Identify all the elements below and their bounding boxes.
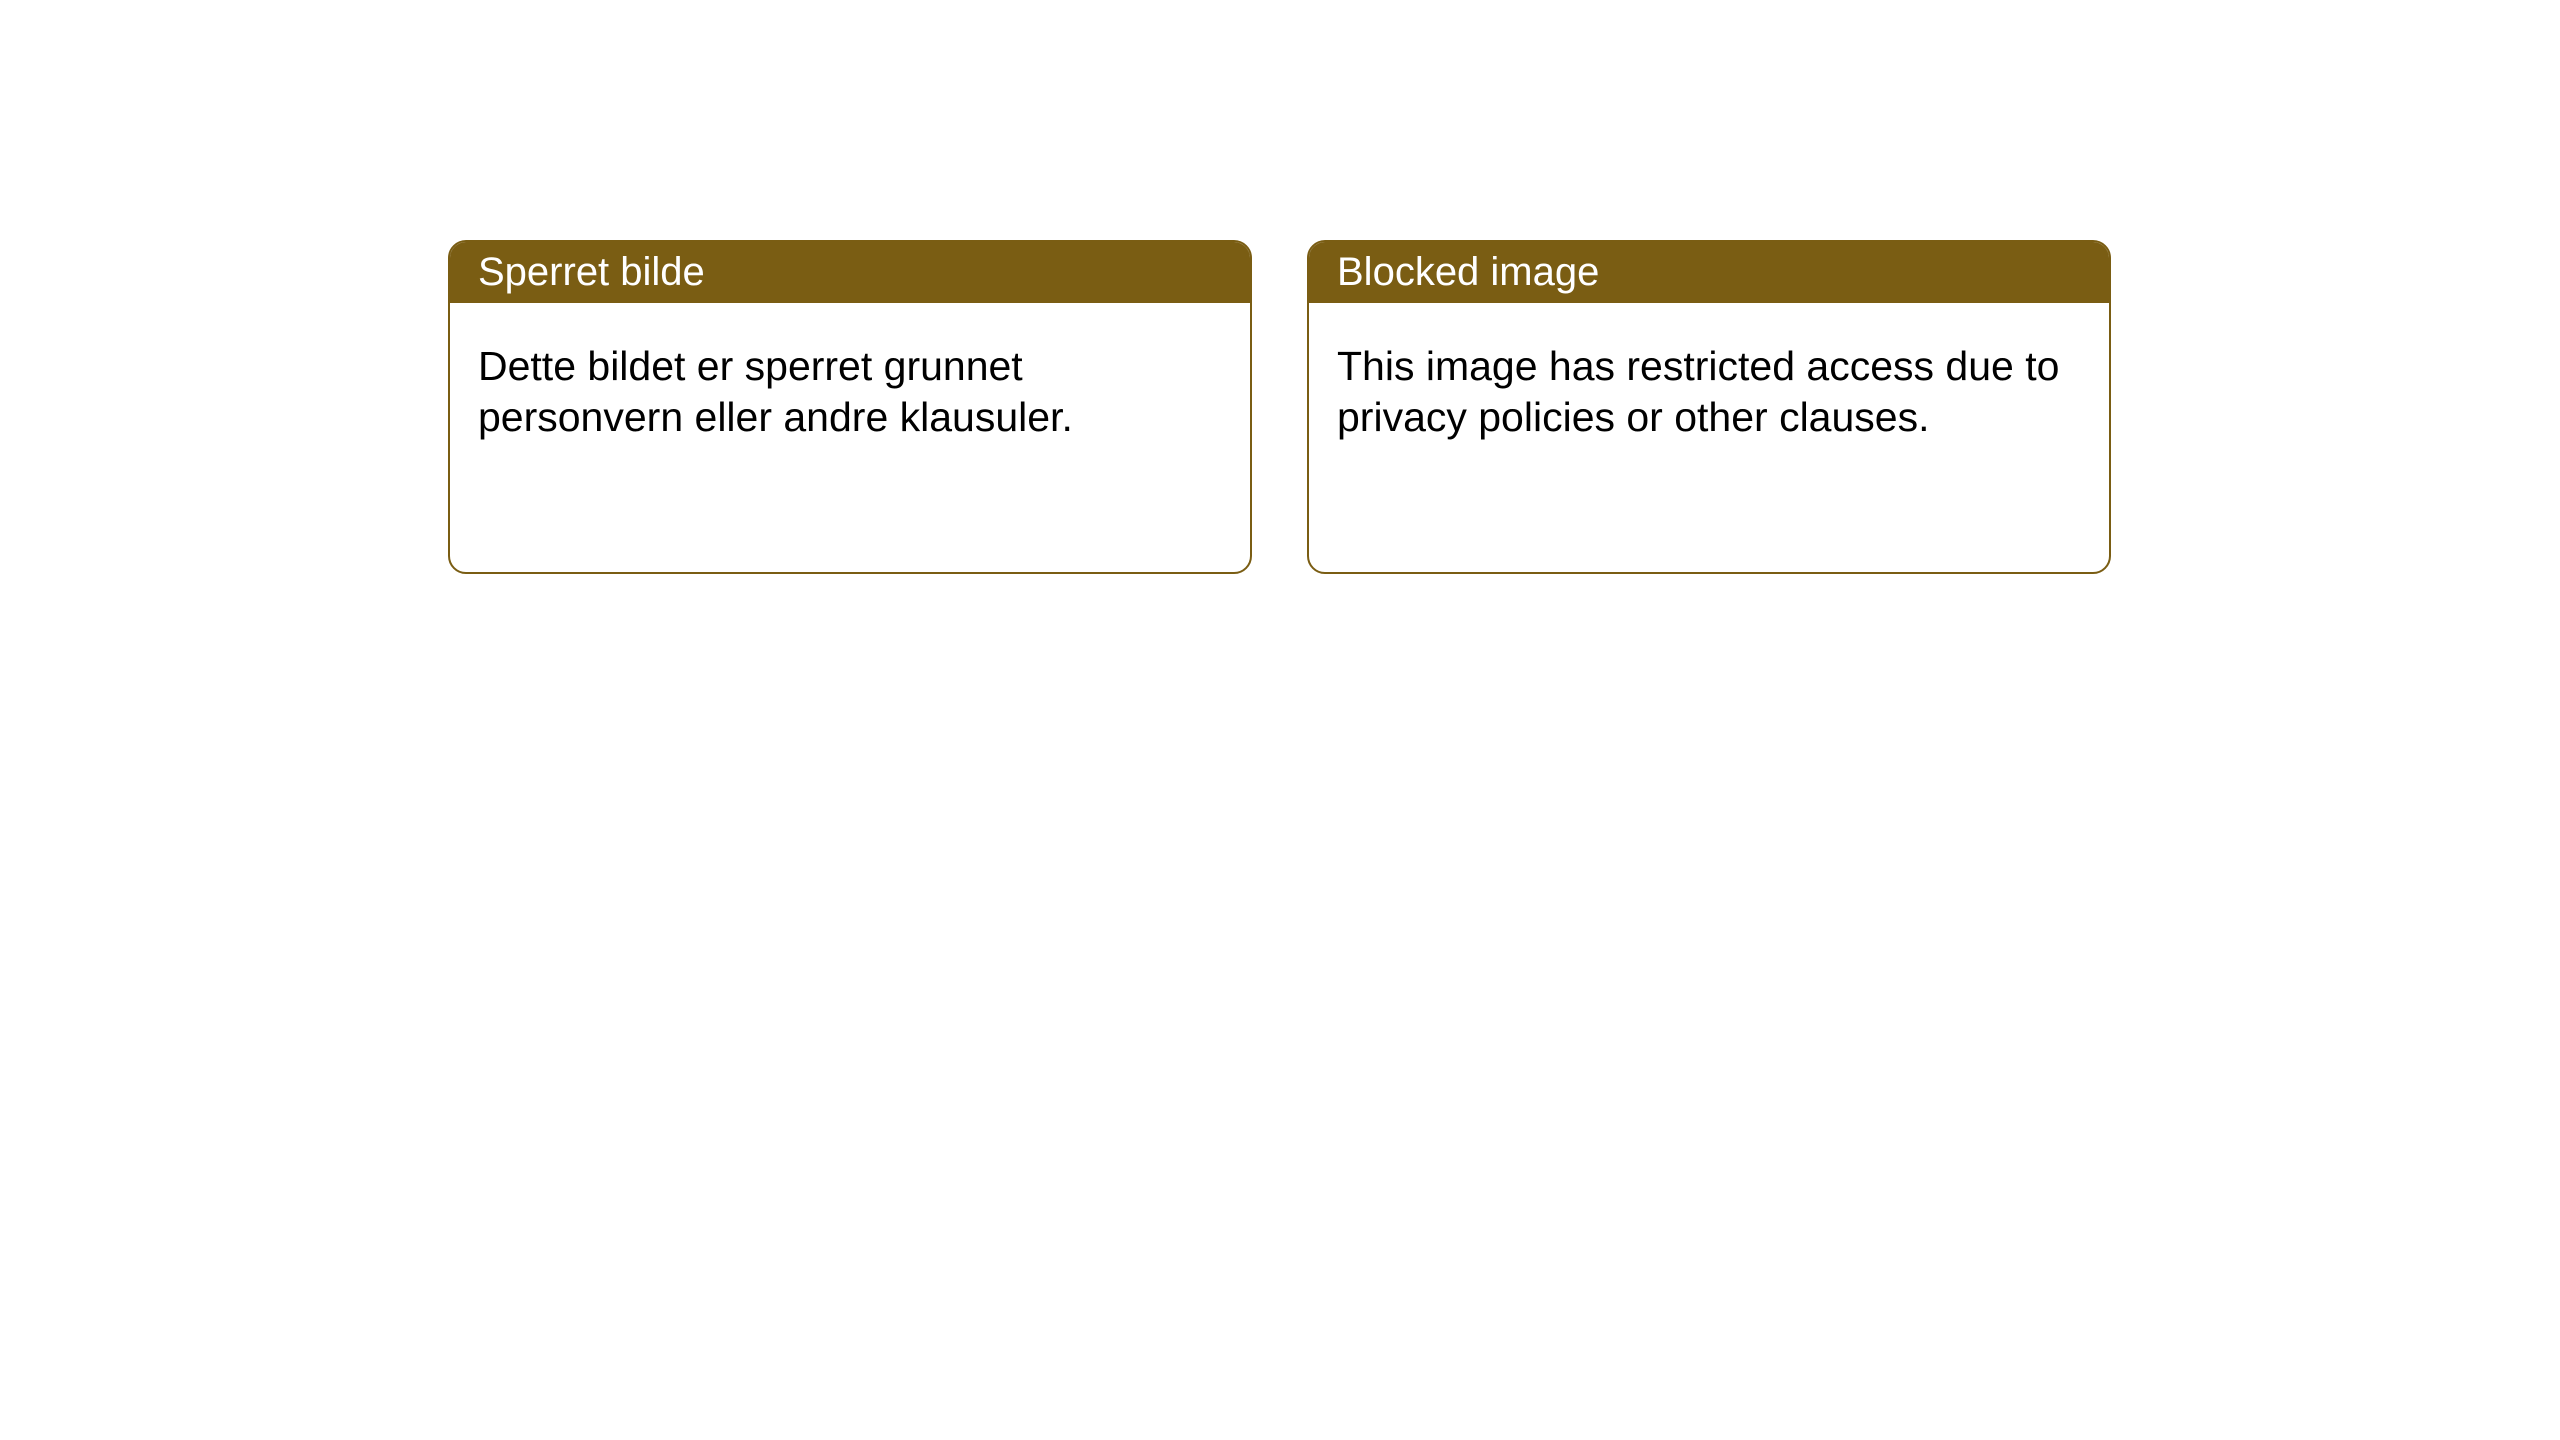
card-title: Sperret bilde — [478, 250, 705, 294]
notice-card-norwegian: Sperret bilde Dette bildet er sperret gr… — [448, 240, 1252, 574]
notice-cards-container: Sperret bilde Dette bildet er sperret gr… — [0, 0, 2560, 574]
card-body: Dette bildet er sperret grunnet personve… — [450, 303, 1250, 482]
card-body: This image has restricted access due to … — [1309, 303, 2109, 482]
card-header: Blocked image — [1309, 242, 2109, 303]
card-header: Sperret bilde — [450, 242, 1250, 303]
card-title: Blocked image — [1337, 250, 1599, 294]
notice-card-english: Blocked image This image has restricted … — [1307, 240, 2111, 574]
card-body-text: This image has restricted access due to … — [1337, 343, 2059, 440]
card-body-text: Dette bildet er sperret grunnet personve… — [478, 343, 1073, 440]
